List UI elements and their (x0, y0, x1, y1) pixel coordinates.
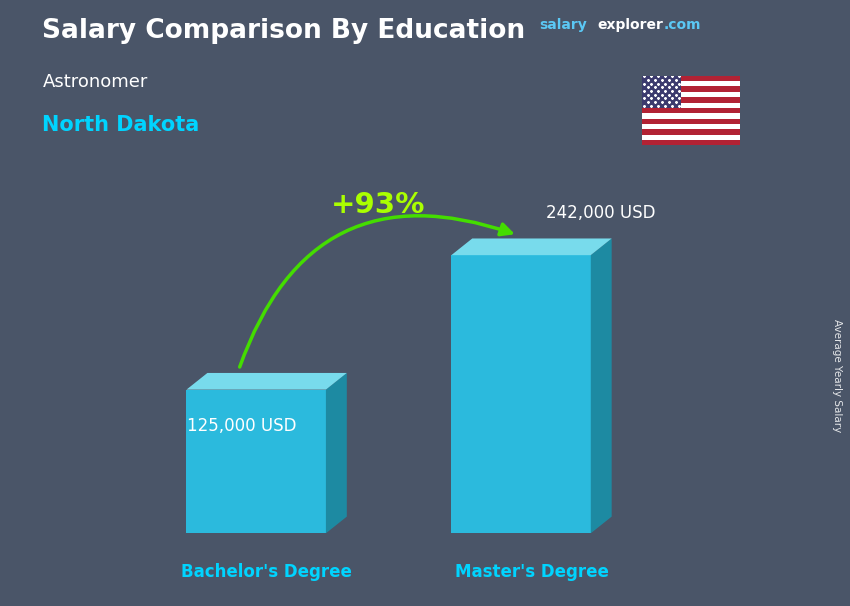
Bar (642, 124, 740, 129)
Polygon shape (326, 373, 347, 533)
Text: +93%: +93% (331, 191, 425, 219)
Text: Astronomer: Astronomer (42, 73, 148, 91)
Bar (642, 76, 681, 108)
Bar (642, 108, 740, 113)
Bar (642, 113, 740, 119)
Text: explorer: explorer (598, 18, 663, 32)
Text: Master's Degree: Master's Degree (455, 564, 609, 581)
Text: Salary Comparison By Education: Salary Comparison By Education (42, 18, 525, 44)
Bar (642, 102, 740, 108)
Text: Bachelor's Degree: Bachelor's Degree (181, 564, 352, 581)
Bar (642, 129, 740, 135)
Polygon shape (451, 239, 612, 255)
Bar (642, 97, 740, 102)
Polygon shape (451, 255, 591, 533)
Bar (642, 135, 740, 140)
Text: North Dakota: North Dakota (42, 115, 200, 135)
Bar (642, 140, 740, 145)
Bar (642, 76, 740, 81)
Polygon shape (591, 239, 612, 533)
Text: 125,000 USD: 125,000 USD (188, 416, 297, 435)
Bar (642, 92, 740, 97)
Polygon shape (186, 373, 347, 390)
Bar (642, 87, 740, 92)
Text: 242,000 USD: 242,000 USD (547, 204, 656, 222)
Bar (642, 119, 740, 124)
Text: Average Yearly Salary: Average Yearly Salary (832, 319, 842, 432)
Text: salary: salary (540, 18, 587, 32)
Text: .com: .com (664, 18, 701, 32)
Bar (642, 81, 740, 87)
Polygon shape (186, 390, 326, 533)
